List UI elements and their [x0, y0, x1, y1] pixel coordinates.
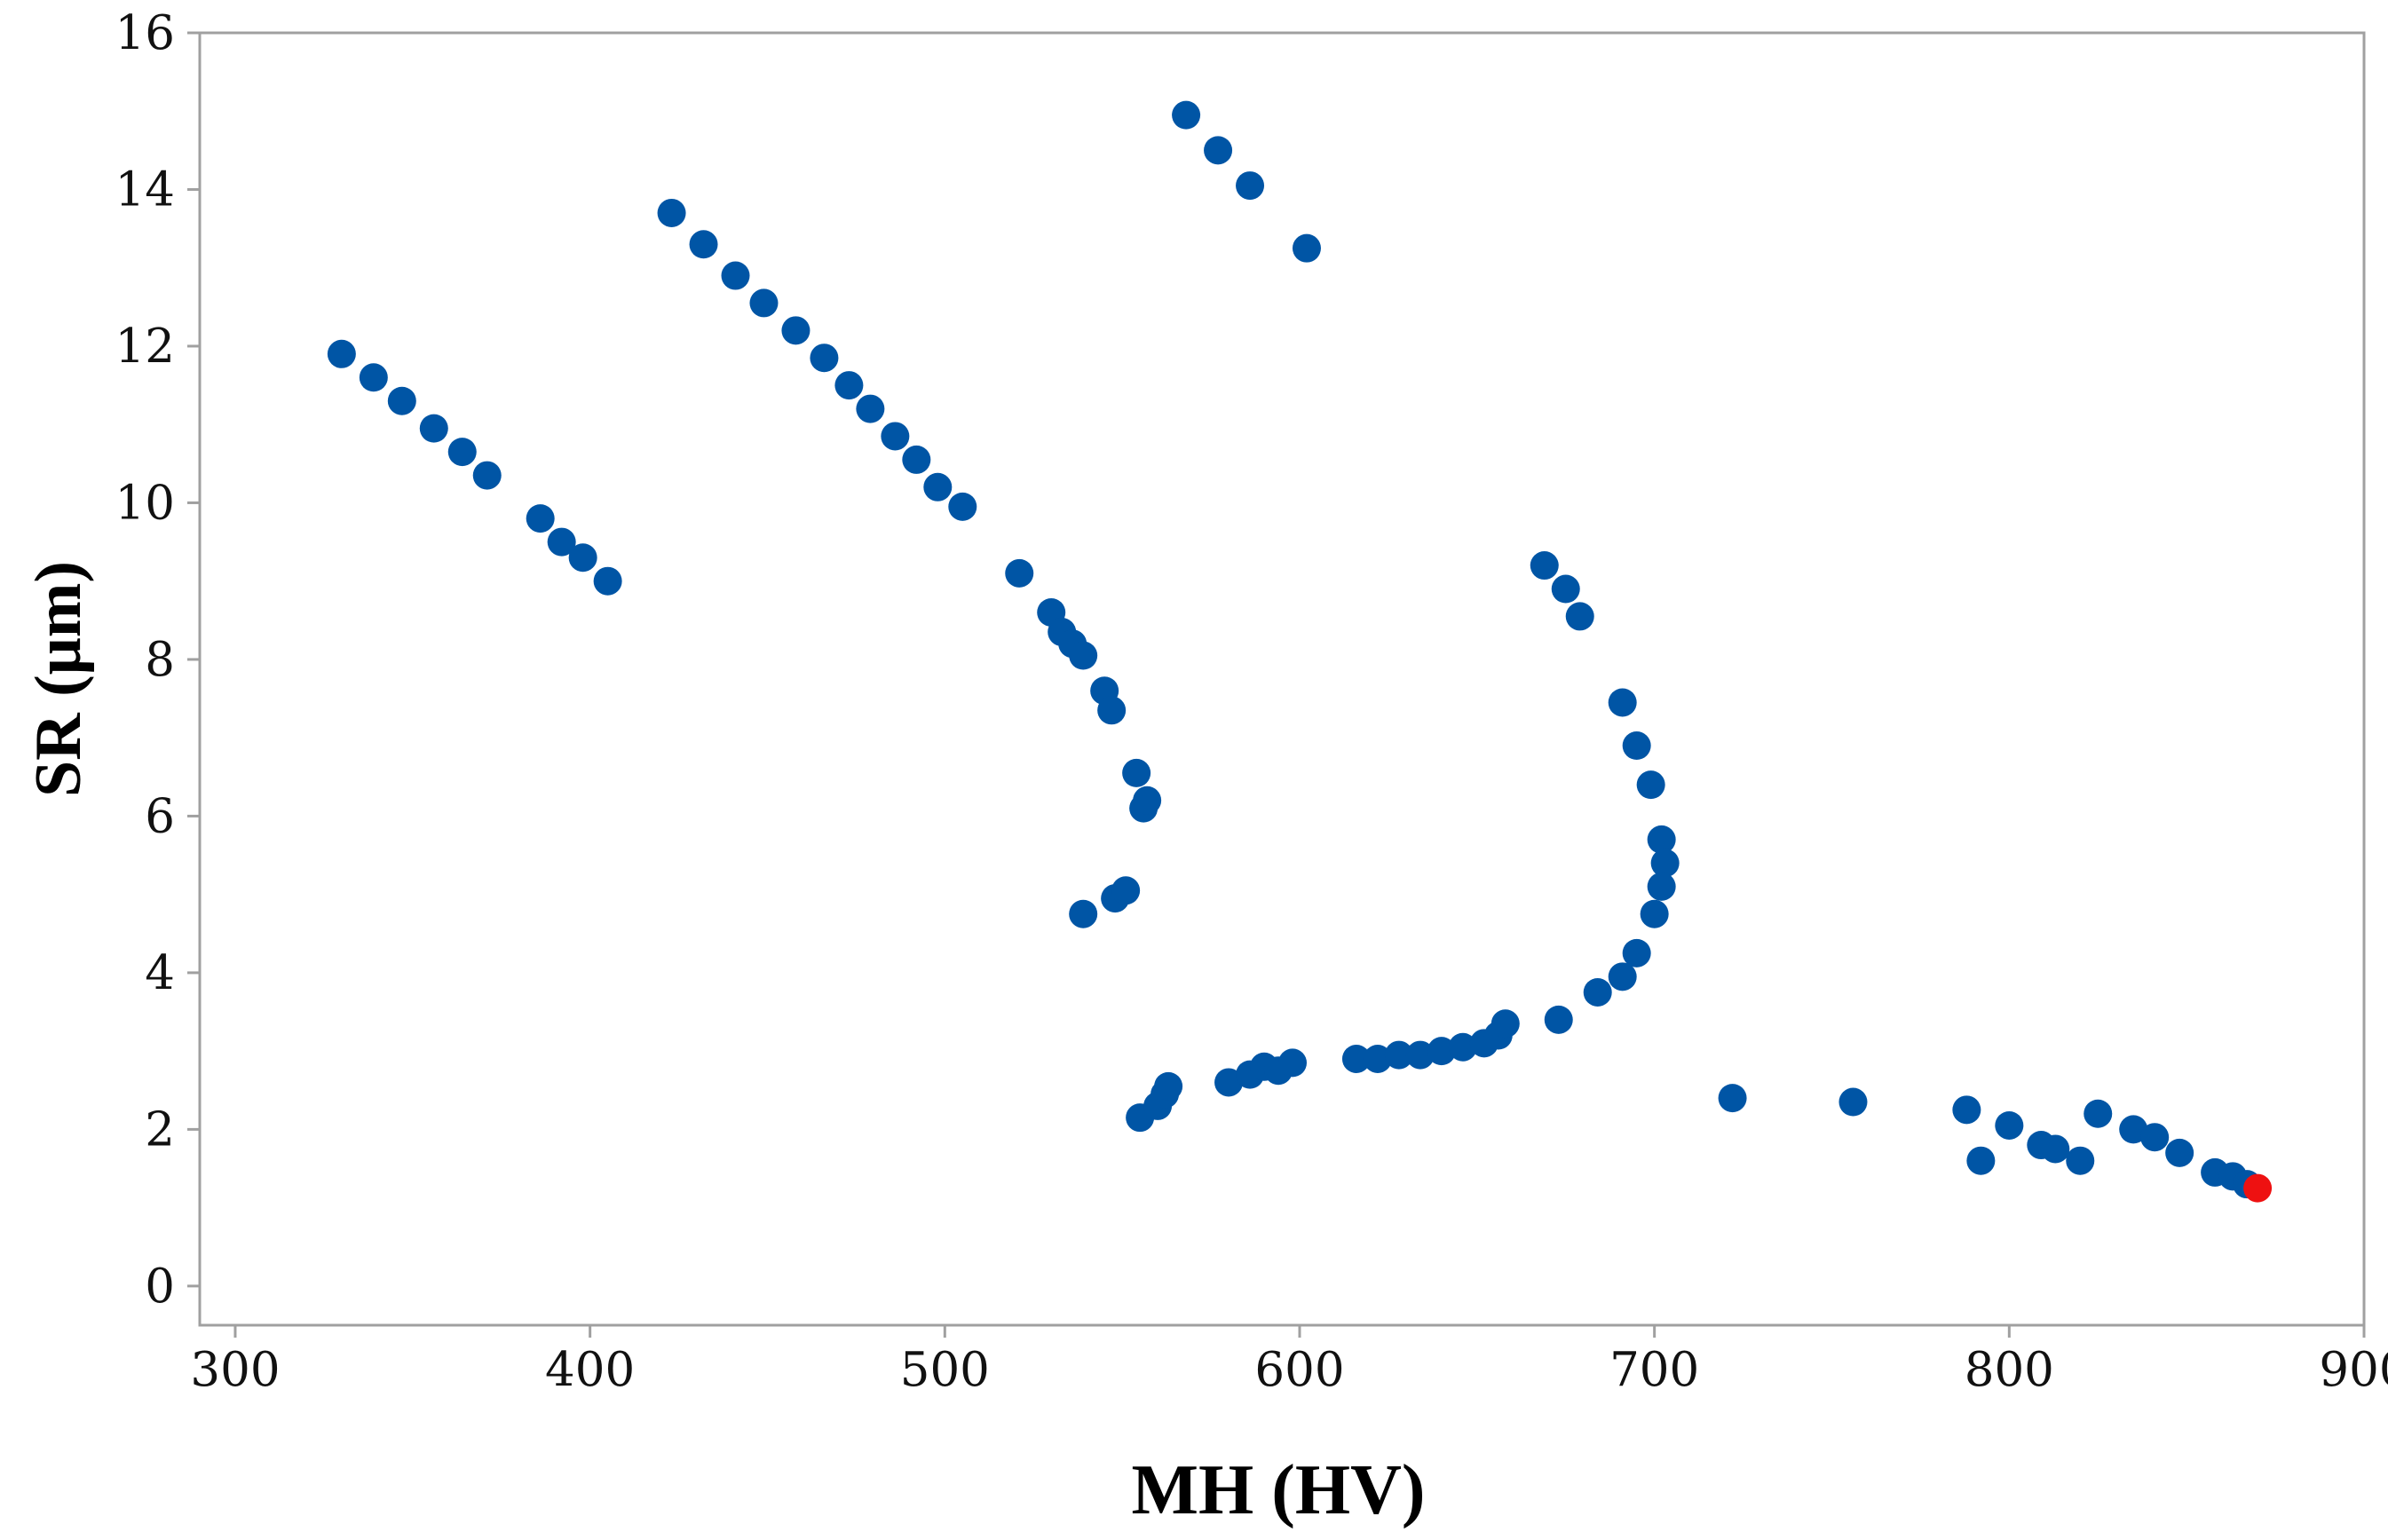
data-point [834, 371, 864, 400]
data-point [1277, 1048, 1307, 1078]
data-point [1341, 1044, 1371, 1073]
data-point [447, 438, 477, 467]
data-point [902, 445, 931, 474]
data-point [1236, 171, 1265, 201]
data-point [419, 414, 448, 443]
highlight-point [2243, 1173, 2273, 1203]
data-points [327, 100, 2273, 1203]
data-point [593, 566, 622, 596]
data-point [1640, 899, 1669, 928]
data-point [1448, 1032, 1477, 1062]
data-point [568, 543, 597, 573]
data-point [1544, 1005, 1573, 1034]
x-axis: 300 400 500 600 700 800 900 [190, 1325, 2388, 1397]
x-tick-label: 500 [900, 1343, 990, 1397]
x-tick-label: 900 [2319, 1343, 2388, 1397]
data-point [472, 461, 502, 490]
y-tick-label: 2 [145, 1102, 175, 1157]
data-point [1622, 731, 1651, 761]
data-point [1111, 876, 1141, 905]
data-point [327, 339, 356, 368]
y-tick-label: 16 [115, 6, 175, 60]
data-point [1995, 1110, 2024, 1140]
data-point [1491, 1009, 1520, 1039]
x-axis-title: MH (HV) [1131, 1451, 1425, 1529]
data-point [547, 527, 576, 557]
data-point [1122, 758, 1151, 787]
data-point [1405, 1040, 1435, 1070]
data-point [1154, 1071, 1183, 1101]
data-point [1069, 899, 1098, 928]
data-point [2066, 1146, 2095, 1175]
y-tick-label: 6 [145, 789, 175, 843]
data-point [1608, 962, 1637, 991]
data-point [1838, 1087, 1868, 1117]
data-point [881, 422, 910, 451]
data-point [1427, 1037, 1456, 1066]
data-point [1647, 825, 1676, 854]
data-point [856, 394, 885, 423]
y-tick-label: 8 [145, 633, 175, 687]
data-point [2041, 1134, 2070, 1164]
data-point [359, 363, 388, 392]
data-point [1172, 100, 1201, 130]
data-point [1530, 551, 1559, 580]
data-point [1718, 1084, 1747, 1113]
data-point [1583, 977, 1612, 1007]
data-point [1551, 574, 1580, 604]
y-axis-title: SR (μm) [22, 561, 95, 797]
data-point [749, 288, 779, 318]
data-point [948, 492, 977, 521]
data-point [1647, 872, 1676, 901]
data-point [1069, 641, 1098, 670]
y-tick-label: 4 [145, 946, 175, 1000]
data-point [781, 316, 810, 345]
x-tick-label: 300 [190, 1343, 280, 1397]
data-point [1214, 1068, 1244, 1097]
data-point [810, 344, 839, 373]
data-point [2165, 1138, 2194, 1167]
data-point [1384, 1040, 1413, 1070]
data-point [1622, 938, 1651, 967]
data-point [1636, 770, 1665, 800]
data-point [1966, 1146, 1996, 1175]
data-point [657, 198, 686, 227]
data-point [721, 261, 750, 290]
data-point [1097, 696, 1127, 725]
y-axis: 0 2 4 6 8 10 12 14 16 [115, 6, 200, 1314]
data-point [1952, 1095, 1981, 1125]
data-point [1133, 786, 1162, 815]
data-point [1292, 233, 1321, 263]
plot-frame [198, 31, 2366, 1327]
data-point [1608, 688, 1637, 717]
y-tick-label: 10 [115, 476, 175, 530]
data-point [689, 230, 718, 259]
x-tick-label: 700 [1609, 1343, 1699, 1397]
data-point [1204, 136, 1233, 165]
data-point [2084, 1099, 2113, 1128]
data-point [2140, 1123, 2170, 1152]
x-tick-label: 800 [1965, 1343, 2054, 1397]
y-tick-label: 12 [115, 320, 175, 374]
data-point [2119, 1115, 2148, 1144]
data-point [1650, 849, 1680, 878]
data-point [1363, 1044, 1392, 1073]
data-point [923, 472, 953, 501]
x-tick-label: 400 [545, 1343, 635, 1397]
data-point [1005, 558, 1034, 588]
y-tick-label: 0 [145, 1260, 175, 1314]
data-point [1565, 602, 1594, 631]
x-tick-label: 600 [1254, 1343, 1344, 1397]
y-tick-label: 14 [115, 162, 175, 217]
data-point [387, 386, 416, 415]
data-point [526, 504, 555, 533]
